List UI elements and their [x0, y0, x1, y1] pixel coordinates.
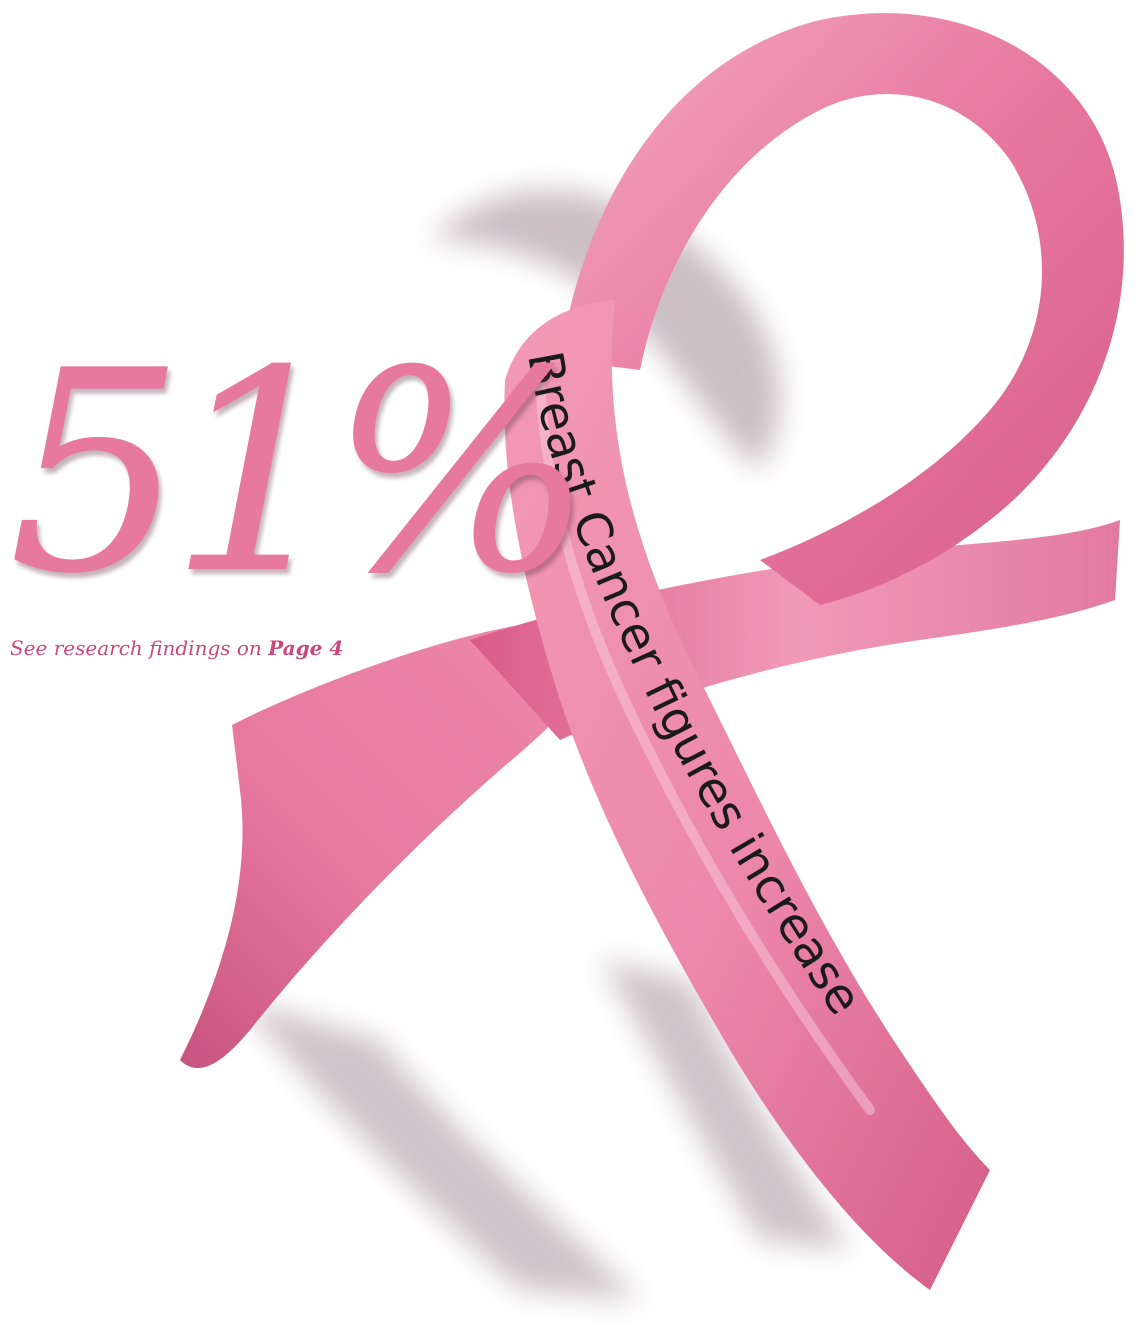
caption-text: See research findings on [10, 636, 269, 660]
ribbon-left-tail [180, 600, 640, 1069]
caption: See research findings on Page 4 [10, 636, 343, 660]
ribbon-shadow [240, 190, 850, 1300]
headline-percentage: 51% [8, 311, 594, 635]
ribbon-loop [560, 13, 1124, 606]
ribbon-main-strip [504, 300, 990, 1290]
page-reference: Page 4 [268, 636, 344, 660]
